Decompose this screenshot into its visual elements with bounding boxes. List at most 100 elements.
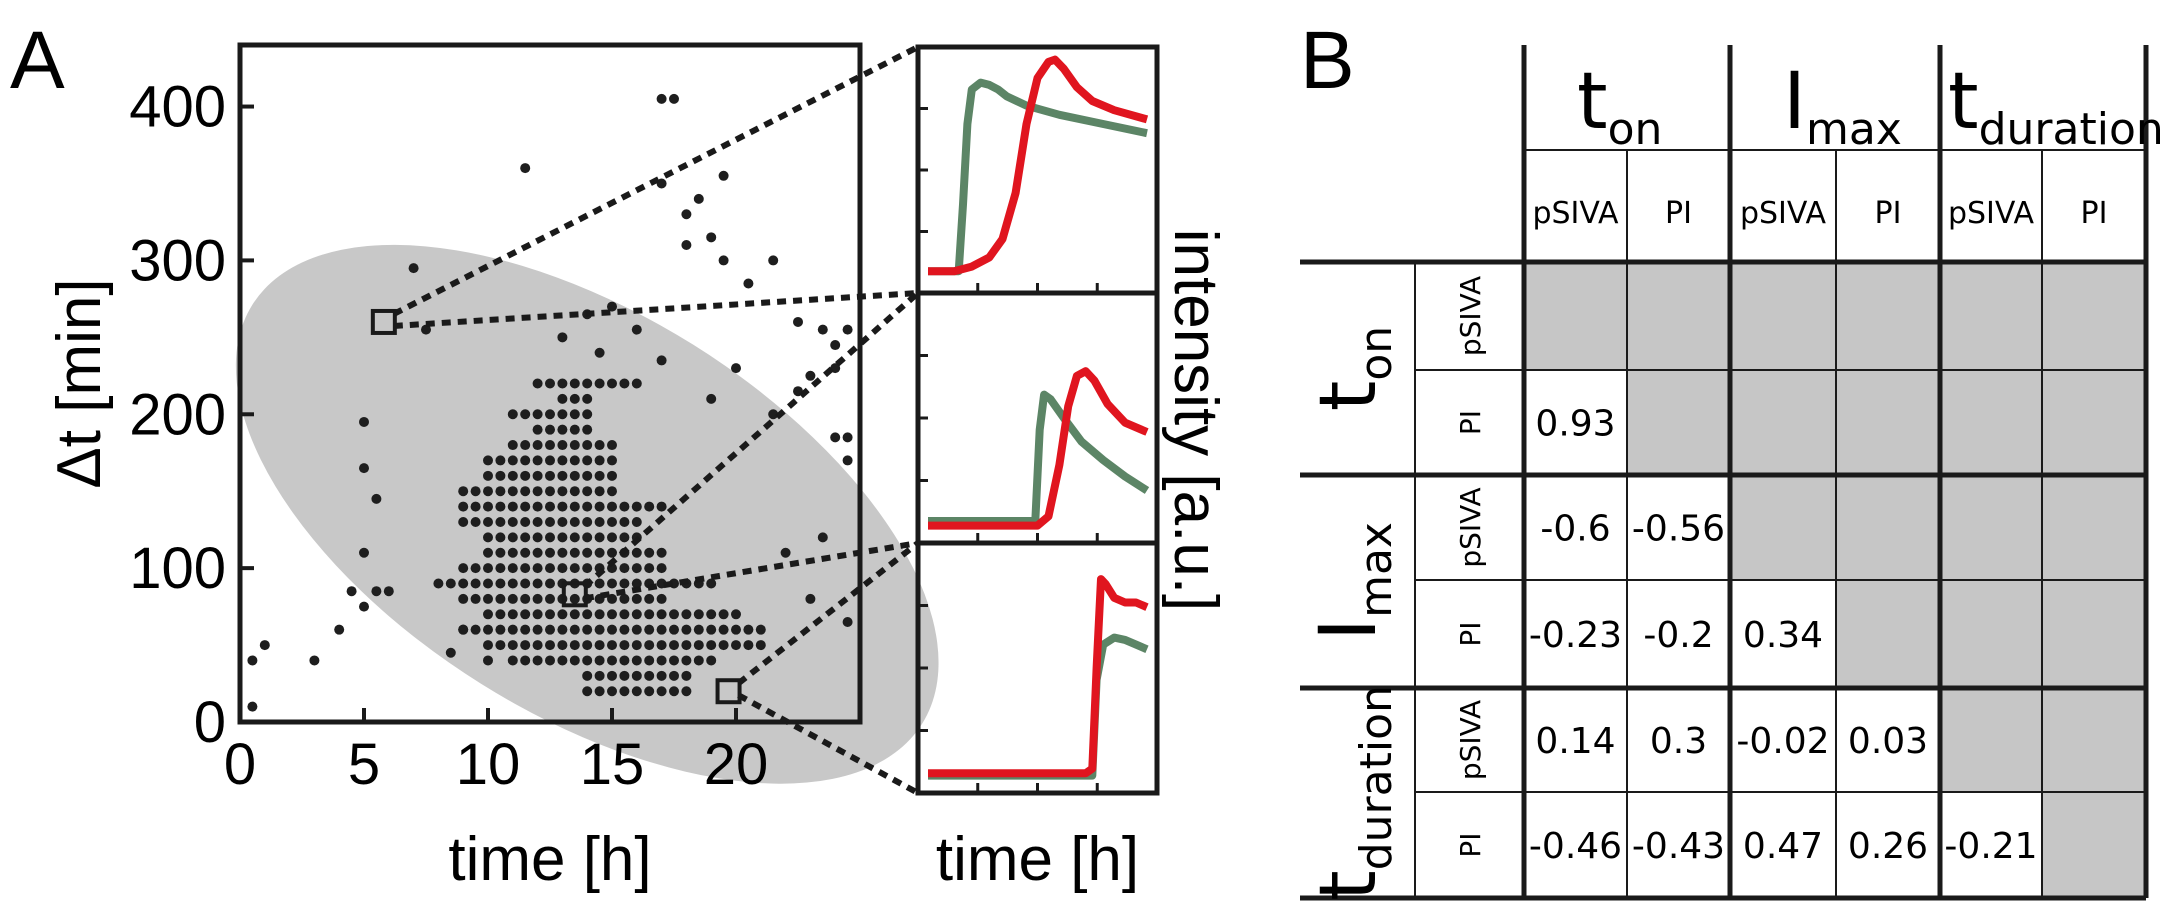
data-point xyxy=(582,470,593,481)
data-point xyxy=(483,486,493,497)
data-point xyxy=(495,563,506,574)
data-point xyxy=(359,547,369,558)
data-point xyxy=(532,470,543,481)
data-point xyxy=(731,609,741,620)
data-point xyxy=(507,409,518,420)
data-point xyxy=(495,578,506,589)
data-point xyxy=(706,655,717,666)
data-point xyxy=(520,655,531,666)
data-point xyxy=(594,609,605,620)
data-point xyxy=(557,440,568,451)
data-point xyxy=(607,378,617,389)
data-point xyxy=(582,532,593,543)
data-point xyxy=(545,486,555,497)
correlation-value: -0.21 xyxy=(1944,826,2037,867)
data-point xyxy=(718,624,729,635)
data-point xyxy=(594,578,605,589)
intensity-insets: time [h] intensity [a.u.] xyxy=(915,44,1230,894)
x-tick-label: 5 xyxy=(348,732,380,797)
zoom-connector xyxy=(393,290,919,329)
data-point xyxy=(569,624,580,635)
data-point xyxy=(706,640,717,651)
data-point xyxy=(545,470,555,481)
zoom-connector xyxy=(584,540,919,602)
data-point xyxy=(495,501,506,512)
data-point xyxy=(532,378,543,389)
data-point xyxy=(495,609,506,620)
data-point xyxy=(483,532,493,543)
data-point xyxy=(507,516,518,527)
data-point xyxy=(520,455,531,466)
data-point xyxy=(594,532,605,543)
data-point xyxy=(458,593,469,604)
marker-header-pi: PI xyxy=(1875,196,1902,231)
data-point xyxy=(532,532,543,543)
data-point xyxy=(582,670,593,681)
highlighted-point-marker xyxy=(370,308,397,335)
data-point xyxy=(619,501,630,512)
data-point xyxy=(594,455,605,466)
data-point xyxy=(532,424,543,435)
data-point xyxy=(507,532,518,543)
data-point xyxy=(594,624,605,635)
data-point xyxy=(644,640,655,651)
data-point xyxy=(594,501,605,512)
data-point xyxy=(557,640,568,651)
inset-frame xyxy=(915,540,1160,796)
data-point xyxy=(532,624,543,635)
data-point xyxy=(557,532,568,543)
data-point xyxy=(582,655,593,666)
data-point xyxy=(470,578,481,589)
data-point xyxy=(545,563,555,574)
data-point xyxy=(594,440,605,451)
blank-cell xyxy=(1524,262,1627,370)
data-point xyxy=(520,578,531,589)
data-point xyxy=(495,640,506,651)
data-point xyxy=(507,486,518,497)
blank-cell xyxy=(2042,475,2146,580)
data-point xyxy=(495,532,506,543)
data-point xyxy=(718,255,729,266)
data-point xyxy=(545,455,555,466)
data-point xyxy=(594,516,605,527)
blank-cell xyxy=(2042,370,2146,475)
data-point xyxy=(681,624,692,635)
data-point xyxy=(644,547,655,558)
data-point xyxy=(693,640,704,651)
inset-y-axis-label: intensity [a.u.] xyxy=(1161,229,1230,612)
data-point xyxy=(631,655,642,666)
y-tick-label: 300 xyxy=(129,228,226,293)
data-point xyxy=(520,609,531,620)
data-point xyxy=(520,516,531,527)
inset-line-psiva xyxy=(928,633,1149,780)
data-point xyxy=(768,409,779,420)
data-point xyxy=(483,609,493,620)
data-point xyxy=(669,93,679,104)
data-point xyxy=(681,655,692,666)
data-point xyxy=(631,640,642,651)
row-marker-label-psiva: pSIVA xyxy=(1454,487,1487,567)
data-point xyxy=(470,486,481,497)
column-group-header: Imax xyxy=(1783,57,1902,155)
x-axis-label: time [h] xyxy=(448,825,651,894)
row-marker-label-pi: PI xyxy=(1454,621,1487,646)
data-point xyxy=(259,640,270,651)
zoom-connector xyxy=(582,290,920,589)
data-point xyxy=(520,563,531,574)
data-point xyxy=(619,655,630,666)
data-point xyxy=(458,486,469,497)
data-point xyxy=(520,409,531,420)
highlighted-point-marker xyxy=(561,581,588,608)
panel-label-a: A xyxy=(10,15,65,106)
data-point xyxy=(755,640,766,651)
marker-header-psiva: pSIVA xyxy=(1532,196,1619,231)
x-tick-label: 0 xyxy=(224,732,256,797)
correlation-value: -0.43 xyxy=(1632,826,1725,867)
data-point xyxy=(359,416,369,427)
inset-line-psiva xyxy=(928,78,1148,276)
data-point xyxy=(706,609,717,620)
marker-header-pi: PI xyxy=(2081,196,2108,231)
data-point xyxy=(842,324,853,335)
data-point xyxy=(656,547,667,558)
data-point xyxy=(594,686,605,697)
